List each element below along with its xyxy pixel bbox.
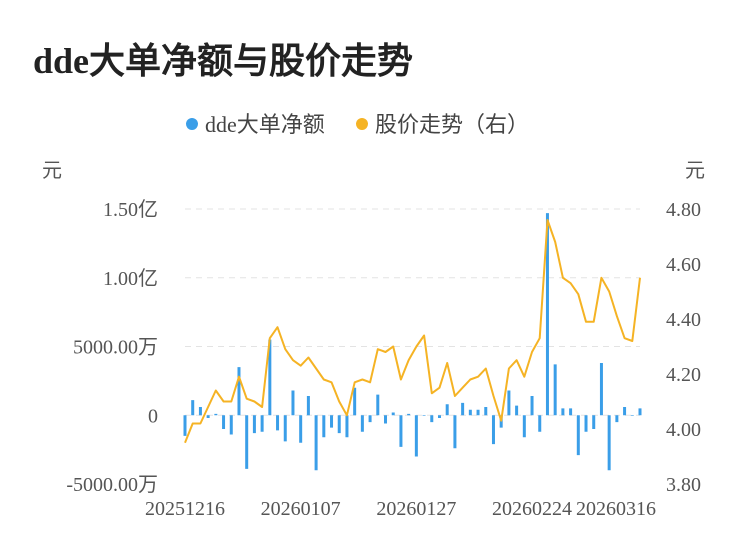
x-tick-label: 20260316 — [576, 498, 656, 520]
dde-bars — [183, 213, 642, 471]
right-axis-ticks: 4.80 4.60 4.40 4.20 4.00 3.80 — [666, 199, 701, 496]
dde-bar — [268, 339, 272, 416]
dde-bar — [607, 415, 611, 471]
right-axis-unit: 元 — [685, 160, 705, 182]
dde-bar — [476, 409, 480, 416]
dde-bar — [584, 415, 588, 432]
dde-bar — [445, 404, 449, 416]
dde-bar — [214, 413, 218, 416]
dde-bar — [422, 415, 426, 416]
dde-bar — [407, 413, 411, 416]
dde-bar — [245, 415, 249, 469]
dde-bar — [638, 408, 642, 416]
dde-bar — [276, 415, 280, 431]
dde-bar — [299, 415, 303, 443]
dde-bar — [198, 407, 202, 416]
dde-bar — [623, 407, 627, 416]
dde-bar — [353, 387, 357, 416]
dde-bar — [229, 415, 233, 435]
dde-bar — [430, 415, 434, 423]
x-tick-label: 20260107 — [261, 498, 341, 520]
legend: dde大单净额 股价走势（右） — [186, 112, 529, 137]
dde-bar — [592, 415, 596, 429]
right-tick-label: 3.80 — [666, 474, 701, 496]
legend-label-price: 股价走势（右） — [375, 112, 529, 137]
dde-bar — [337, 415, 341, 434]
dde-bar — [345, 415, 349, 438]
dde-bar — [322, 415, 326, 438]
dde-bar — [545, 213, 549, 416]
dde-bar — [538, 415, 542, 432]
price-series-line — [184, 219, 641, 444]
dde-bar — [291, 390, 295, 416]
dde-bar — [222, 415, 226, 429]
dde-bar — [615, 415, 619, 423]
dde-bar — [376, 394, 380, 416]
dde-bar — [191, 400, 195, 416]
x-tick-label: 20251216 — [145, 498, 225, 520]
dde-bar — [237, 367, 241, 416]
dde-bar — [561, 408, 565, 416]
dde-bar — [576, 415, 580, 456]
dde-bar — [183, 415, 187, 436]
price-line — [184, 219, 641, 444]
dde-bar — [599, 363, 603, 416]
dde-bar — [314, 415, 318, 471]
left-tick-label: 0 — [148, 405, 158, 427]
right-tick-label: 4.00 — [666, 419, 701, 441]
dde-bar — [260, 415, 264, 432]
dde-bar — [507, 390, 511, 416]
dde-bar — [437, 415, 441, 418]
dde-bar — [484, 407, 488, 416]
dde-bar — [391, 412, 395, 416]
chart-title: dde大单净额与股价走势 — [33, 41, 414, 81]
dde-bar — [368, 415, 372, 423]
dde-bar — [468, 409, 472, 416]
gridlines — [185, 208, 640, 416]
dde-bar — [306, 396, 310, 416]
dde-bar — [553, 364, 557, 416]
x-tick-label: 20260127 — [376, 498, 456, 520]
x-tick-label: 20260224 — [492, 498, 572, 520]
left-axis-unit: 元 — [42, 160, 62, 182]
legend-swatch-price — [356, 118, 368, 130]
legend-label-dde: dde大单净额 — [205, 112, 325, 137]
dde-bar — [360, 415, 364, 432]
dde-bar — [530, 396, 534, 416]
dde-bar — [522, 415, 526, 438]
dde-bar — [491, 415, 495, 445]
dde-bar — [461, 402, 465, 416]
left-tick-label: -5000.00万 — [66, 474, 158, 496]
dde-bar — [630, 415, 634, 416]
dde-bar — [453, 415, 457, 449]
dde-bar — [330, 415, 334, 428]
dde-bar — [414, 415, 418, 457]
legend-swatch-dde — [186, 118, 198, 130]
dde-bar — [206, 415, 210, 418]
dde-bar — [569, 408, 573, 416]
left-axis-ticks: 1.50亿 1.00亿 5000.00万 0 -5000.00万 — [66, 198, 158, 496]
right-tick-label: 4.20 — [666, 364, 701, 386]
right-tick-label: 4.40 — [666, 309, 701, 331]
dde-bar — [384, 415, 388, 424]
dde-bar — [252, 415, 256, 434]
dde-bar — [515, 405, 519, 416]
right-tick-label: 4.60 — [666, 254, 701, 276]
x-axis-ticks: 20251216 20260107 20260127 20260224 20260316 — [145, 498, 656, 520]
left-tick-label: 1.50亿 — [103, 198, 158, 221]
left-tick-label: 1.00亿 — [103, 267, 158, 290]
left-tick-label: 5000.00万 — [73, 337, 158, 359]
dde-bar — [399, 415, 403, 447]
dde-bar — [283, 415, 287, 442]
right-tick-label: 4.80 — [666, 199, 701, 221]
